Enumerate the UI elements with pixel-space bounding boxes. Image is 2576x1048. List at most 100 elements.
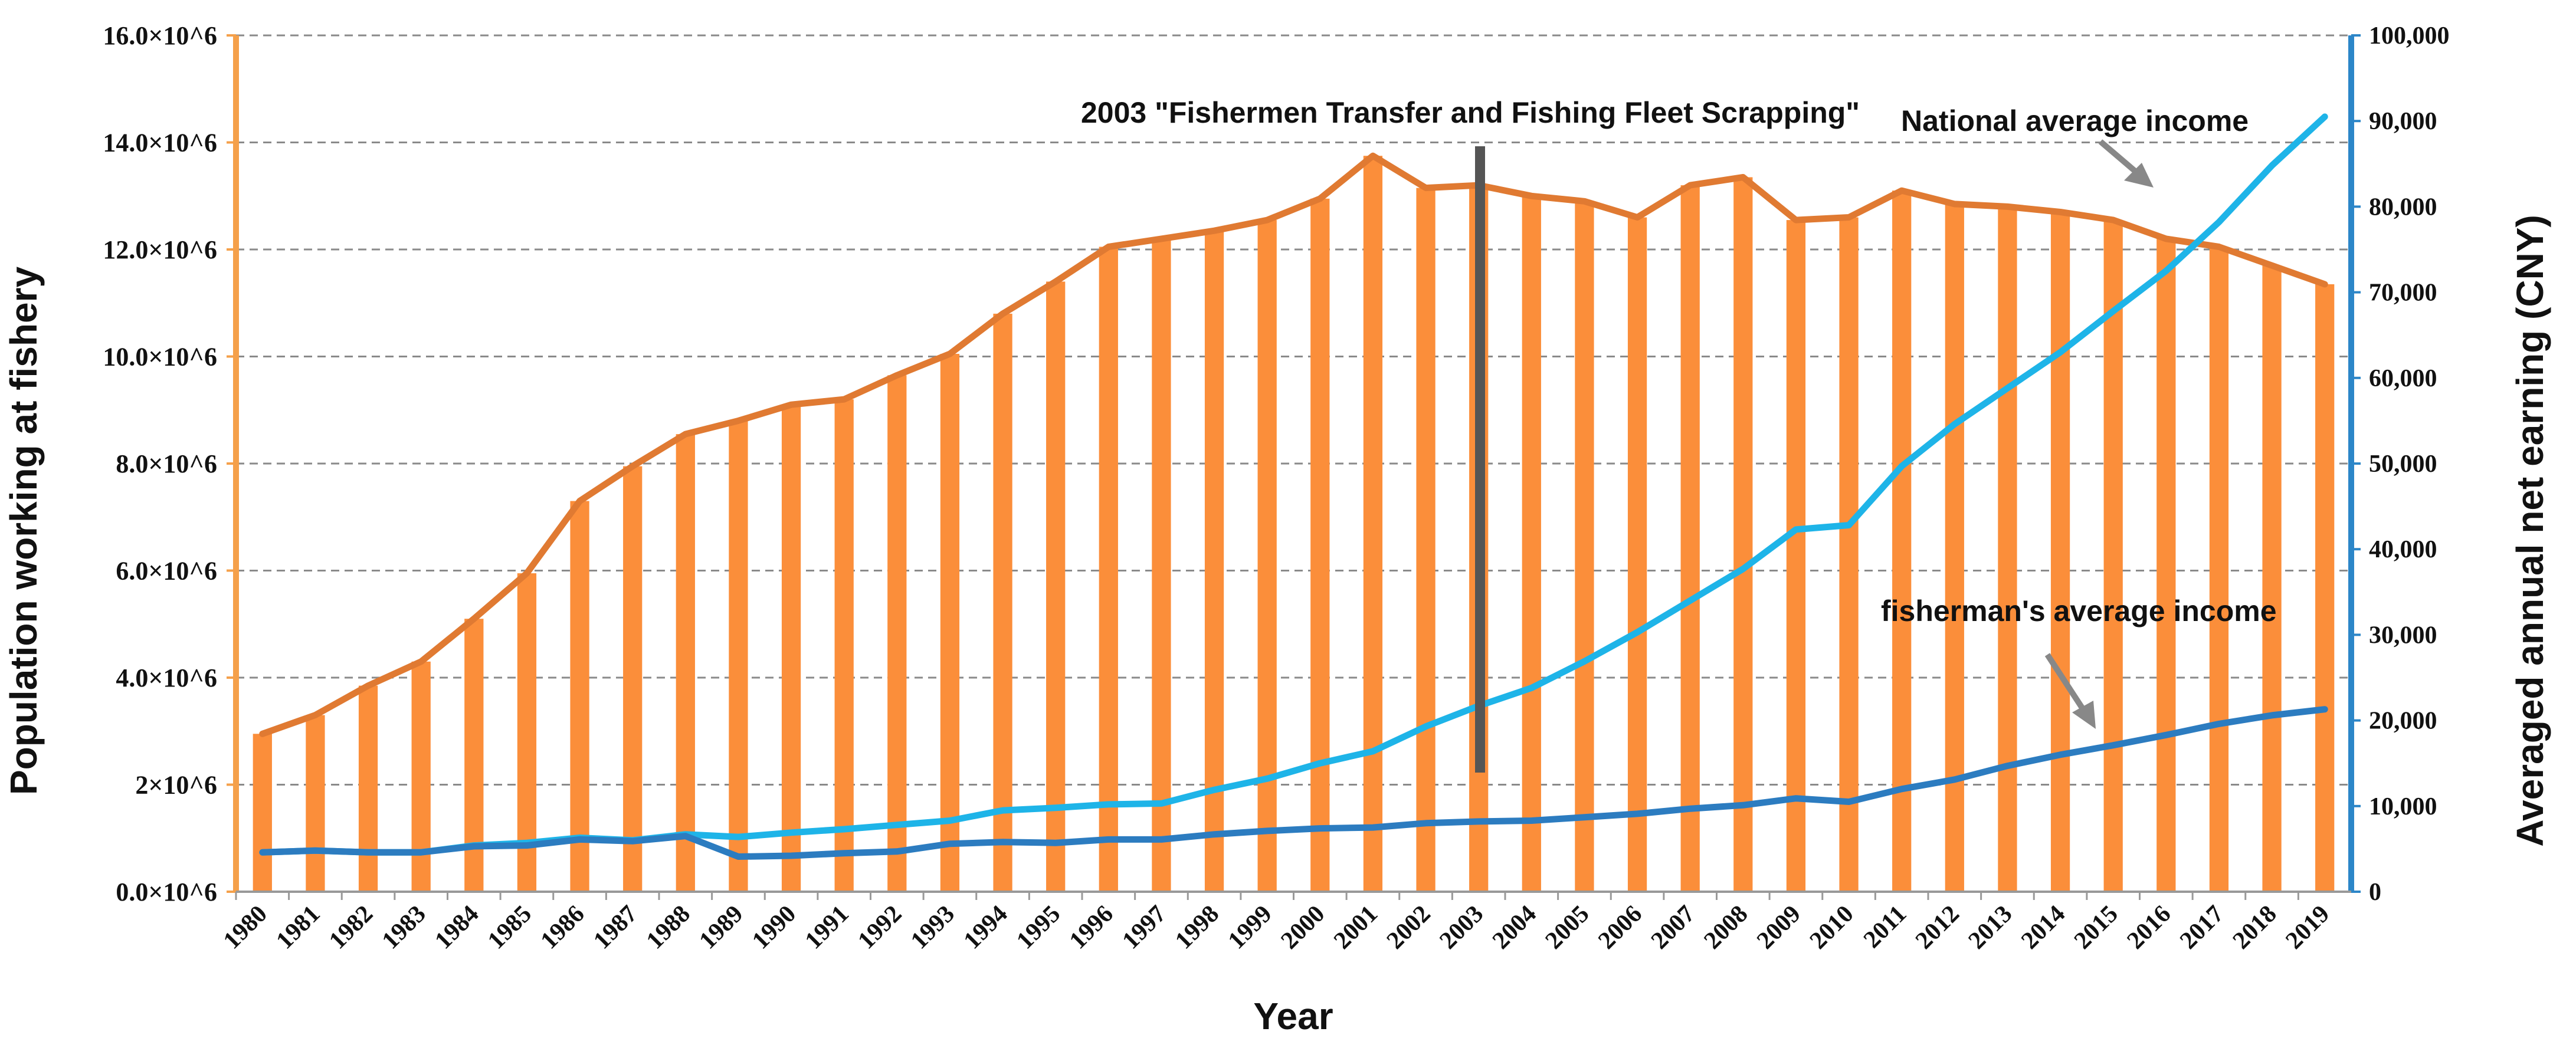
series-lines [259, 113, 2328, 860]
bar-1980 [253, 734, 272, 892]
bar-2008 [1733, 177, 1753, 892]
x-tick-label: 1984 [430, 901, 484, 955]
bar-2013 [1998, 206, 2017, 892]
bar-1988 [676, 434, 695, 892]
x-tick-label: 2012 [1910, 901, 1965, 955]
arrow-icon [2044, 653, 2096, 729]
bar-2006 [1627, 217, 1647, 892]
x-tick-label: 2003 [1434, 901, 1489, 955]
annotation-fisherman-income: fisherman's average income [1881, 594, 2277, 628]
x-tick-label: 1999 [1223, 901, 1277, 955]
annotations: 2003 "Fishermen Transfer and Fishing Fle… [1081, 96, 2277, 773]
y-right-tick-label: 60,000 [2369, 365, 2437, 392]
bar-1996 [1099, 247, 1118, 892]
y-axis-left-title: Population working at fishery [2, 267, 45, 796]
bar-2017 [2209, 247, 2229, 892]
y-right-tick-label: 100,000 [2369, 22, 2450, 50]
x-tick-label: 2009 [1752, 901, 1806, 955]
bar-2002 [1416, 188, 1436, 892]
bar-1997 [1152, 238, 1171, 892]
y-right-tick-label: 30,000 [2369, 622, 2437, 649]
x-tick-label: 2011 [1859, 901, 1912, 954]
y-left-tick-label: 10.0×10^6 [103, 343, 217, 372]
y-left-tick-label: 8.0×10^6 [116, 449, 217, 478]
x-tick-label: 1989 [694, 901, 749, 955]
bar-2004 [1522, 196, 1541, 892]
bar-1991 [834, 399, 854, 892]
x-tick-label: 2008 [1699, 901, 1753, 955]
x-tick-label: 1995 [1011, 901, 1066, 955]
bar-2000 [1310, 198, 1330, 892]
y-right-tick-label: 0 [2369, 879, 2381, 906]
bar-1985 [517, 573, 537, 892]
y-left-tick-label: 6.0×10^6 [116, 557, 217, 586]
bar-2001 [1363, 156, 1383, 892]
x-tick-label: 2015 [2069, 901, 2123, 955]
bar-1999 [1257, 220, 1277, 892]
policy-marker-2003 [1475, 146, 1485, 773]
x-tick-label: 1997 [1117, 901, 1172, 955]
arrow-icon [2098, 139, 2154, 188]
bar-2005 [1575, 201, 1594, 892]
bar-2009 [1786, 220, 1806, 892]
annotation-policy-2003: 2003 "Fishermen Transfer and Fishing Fle… [1081, 96, 1860, 129]
x-tick-label: 2001 [1329, 901, 1383, 955]
x-tick-label: 1996 [1064, 901, 1119, 955]
x-tick-label: 1986 [536, 901, 590, 955]
x-axis-title: Year [1253, 995, 1333, 1037]
x-tick-label: 1988 [641, 901, 696, 955]
bar-2011 [1892, 190, 1912, 892]
bar-1986 [570, 501, 589, 892]
x-tick-label: 1990 [747, 901, 801, 955]
y-left-tick-label: 4.0×10^6 [116, 663, 217, 692]
x-tick-label: 1983 [377, 901, 431, 955]
x-tick-label: 1985 [483, 901, 537, 955]
y-right-tick-label: 90,000 [2369, 108, 2437, 135]
grid-lines [236, 34, 2351, 786]
y-right-tick-label: 20,000 [2369, 708, 2437, 735]
bar-1982 [358, 685, 378, 892]
bar-1998 [1204, 231, 1224, 892]
bar-1992 [887, 375, 907, 892]
y-left-tick-label: 16.0×10^6 [103, 21, 217, 50]
bar-1981 [306, 715, 325, 892]
x-tick-label: 2018 [2228, 901, 2282, 955]
axes [227, 34, 2361, 900]
y-right-tick-label: 10,000 [2369, 793, 2437, 820]
x-tick-label: 2019 [2280, 901, 2335, 955]
y-right-tick-label: 40,000 [2369, 536, 2437, 563]
x-tick-label: 1981 [271, 901, 326, 955]
x-tick-label: 1993 [906, 901, 960, 955]
bar-1990 [781, 405, 801, 892]
bar-2014 [2050, 212, 2070, 892]
x-tick-label: 2007 [1646, 901, 1700, 955]
bar-1983 [411, 661, 431, 892]
x-tick-label: 2002 [1382, 901, 1436, 955]
y-right-tick-label: 80,000 [2369, 193, 2437, 221]
bar-1987 [623, 466, 643, 892]
bar-1995 [1046, 281, 1066, 892]
y-left-tick-label: 12.0×10^6 [103, 235, 217, 264]
fisherman-income-line [259, 706, 2328, 860]
bar-1994 [993, 313, 1012, 892]
x-tick-label: 1992 [853, 901, 907, 955]
x-tick-label: 2000 [1276, 901, 1330, 955]
y-right-tick-label: 50,000 [2369, 451, 2437, 478]
x-tick-label: 1987 [588, 901, 643, 955]
y-right-tick-label: 70,000 [2369, 280, 2437, 307]
x-tick-label: 1980 [218, 901, 273, 955]
x-tick-label: 2016 [2122, 901, 2176, 955]
annotation-national-income: National average income [1901, 104, 2249, 137]
bar-2010 [1839, 217, 1859, 892]
y-axis-right-title: Averaged annual net earning (CNY) [2509, 215, 2551, 847]
bar-1984 [464, 619, 484, 892]
bar-2019 [2315, 284, 2335, 892]
population-bars [253, 156, 2335, 892]
population-line [259, 152, 2328, 737]
x-tick-label: 2005 [1541, 901, 1595, 955]
x-tick-label: 1994 [959, 901, 1013, 955]
bar-2012 [1945, 203, 1964, 892]
x-tick-label: 1998 [1170, 901, 1224, 955]
x-tick-label: 2004 [1487, 901, 1542, 955]
